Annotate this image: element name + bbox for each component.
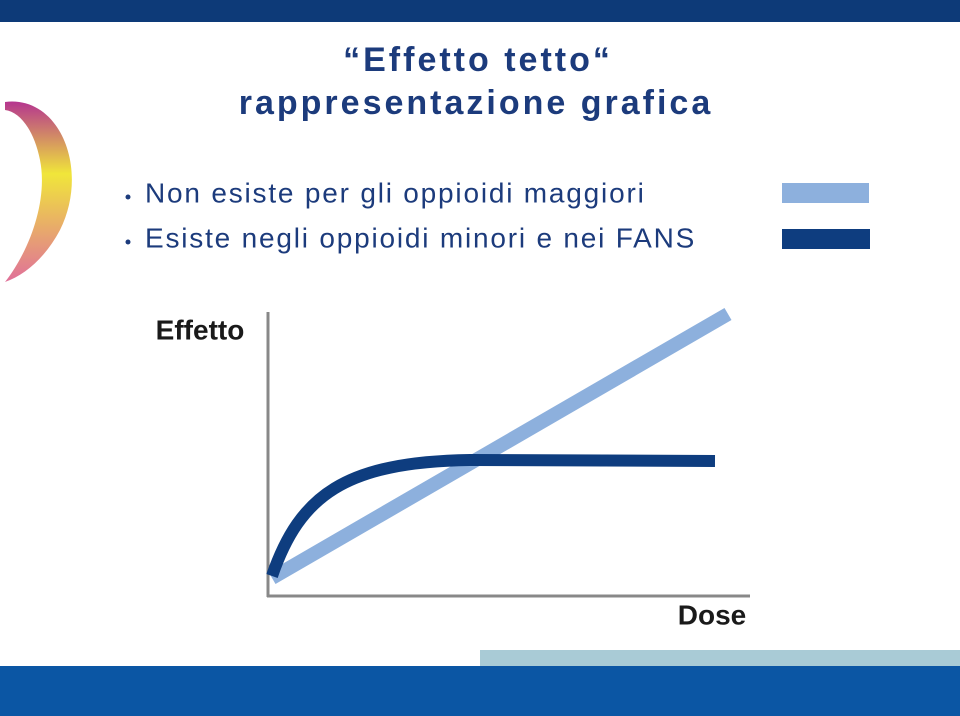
bullet-dot bbox=[125, 194, 131, 200]
legend-swatch bbox=[782, 229, 870, 249]
bottom-band bbox=[0, 666, 960, 716]
x-axis-label: Dose bbox=[678, 599, 746, 630]
legend-swatch bbox=[782, 183, 869, 203]
y-axis-label: Effetto bbox=[156, 314, 245, 345]
bullet-text: Non esiste per gli oppioidi maggiori bbox=[145, 177, 646, 208]
linear-curve bbox=[268, 307, 732, 585]
bullet-dot bbox=[125, 239, 131, 245]
decoration-arc bbox=[5, 101, 72, 283]
title-line2: rappresentazione grafica bbox=[239, 84, 713, 122]
bullet-text: Esiste negli oppioidi minori e nei FANS bbox=[145, 222, 696, 253]
ceiling-curve bbox=[266, 453, 716, 578]
top-band bbox=[0, 0, 960, 22]
bottom-stripe bbox=[480, 650, 960, 666]
title-line1: “Effetto tetto“ bbox=[343, 41, 613, 79]
